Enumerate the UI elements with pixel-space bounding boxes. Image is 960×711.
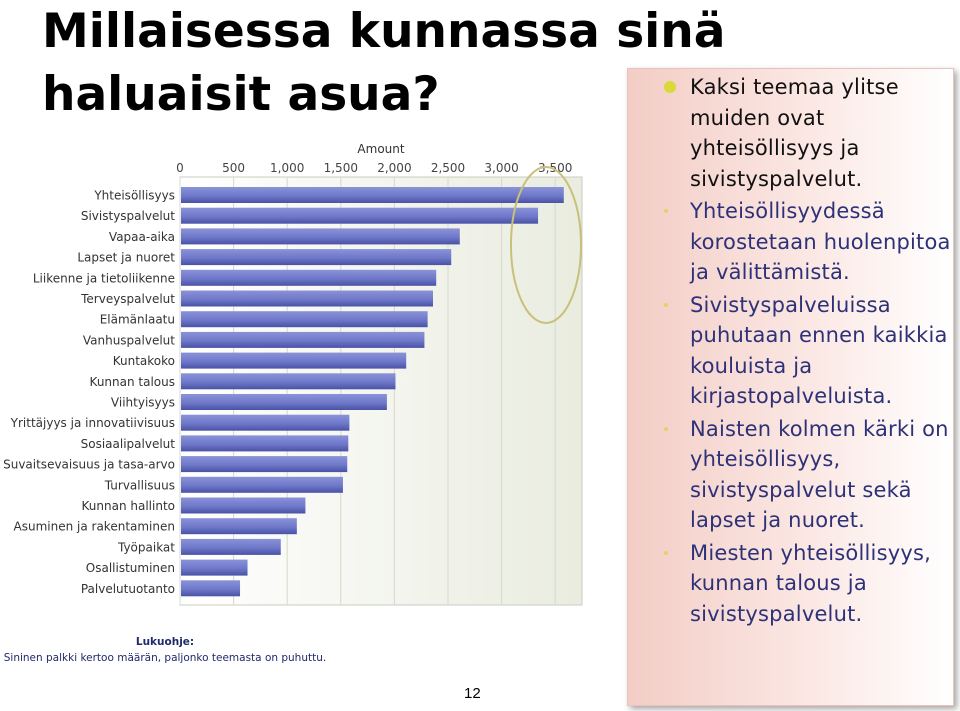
bar xyxy=(181,476,343,493)
bars xyxy=(181,187,564,597)
category-label: Elämänlaatu xyxy=(100,313,175,327)
x-tick-label: 3,000 xyxy=(484,161,518,175)
bar xyxy=(181,414,350,431)
summary-textbox: Kaksi teemaa ylitse muiden ovat yhteisöl… xyxy=(627,68,954,706)
bullet-item: Miesten yhteisöllisyys, kunnan talous ja… xyxy=(628,538,953,630)
category-label: Asuminen ja rakentaminen xyxy=(14,520,175,534)
x-tick-label: 3,500 xyxy=(538,161,572,175)
bullet-item: Yhteisöllisyydessä korostetaan huolenpit… xyxy=(628,196,953,288)
bar xyxy=(181,497,306,514)
bullet-icon xyxy=(664,81,676,93)
x-tick-labels: 0 500 1,000 1,500 2,000 2,500 3,000 3,500 xyxy=(176,161,572,175)
page-number: 12 xyxy=(464,685,481,702)
category-label: Palvelutuotanto xyxy=(81,582,175,596)
category-label: Vapaa-aika xyxy=(109,230,175,244)
bar xyxy=(181,331,425,348)
x-axis-label: Amount xyxy=(357,142,404,156)
bar xyxy=(181,580,241,597)
category-label: Sosiaalipalvelut xyxy=(81,437,176,451)
bullet-list: Kaksi teemaa ylitse muiden ovat yhteisöl… xyxy=(628,72,953,631)
bullet-text: Yhteisöllisyydessä korostetaan huolenpit… xyxy=(690,199,951,284)
reading-guide-heading: Lukuohje: xyxy=(135,636,195,648)
category-labels: Yhteisöllisyys Sivistyspalvelut Vapaa-aika… xyxy=(3,189,175,596)
slide-title: Millaisessa kunnassa sinä haluaisit asua… xyxy=(42,4,726,122)
category-label: Työpaikat xyxy=(117,540,175,554)
x-tick-label: 1,000 xyxy=(270,161,304,175)
bar-chart: Amount 0 500 1,000 1,500 2,000 2,500 3,000 3,50… xyxy=(0,135,600,615)
category-label: Liikenne ja tietoliikenne xyxy=(33,271,175,285)
bar xyxy=(181,373,396,390)
bullet-icon xyxy=(664,426,668,431)
x-tick-label: 0 xyxy=(176,161,184,175)
bar xyxy=(181,538,281,555)
reading-guide: Lukuohje: Sininen palkki kertoo määrän, … xyxy=(0,634,330,666)
bar xyxy=(181,269,437,286)
highlight-ellipse xyxy=(510,166,582,324)
x-tick-label: 500 xyxy=(222,161,245,175)
bar xyxy=(181,352,407,369)
bar xyxy=(181,249,452,266)
category-label: Vanhuspalvelut xyxy=(83,333,175,347)
bar xyxy=(181,228,460,245)
bar xyxy=(181,559,248,576)
bullet-item: Sivistyspalveluissa puhutaan ennen kaikk… xyxy=(628,290,953,412)
bullet-text: Miesten yhteisöllisyys, kunnan talous ja… xyxy=(690,540,931,626)
x-tick-label: 2,500 xyxy=(431,161,465,175)
category-label: Osallistuminen xyxy=(86,561,175,575)
bar xyxy=(181,456,348,473)
bullet-text: Naisten kolmen kärki on yhteisöllisyys, … xyxy=(690,416,949,533)
bullet-item: Naisten kolmen kärki on yhteisöllisyys, … xyxy=(628,414,953,536)
bar xyxy=(181,187,564,203)
category-label: Kunnan hallinto xyxy=(82,499,175,513)
bullet-icon xyxy=(664,209,668,213)
x-tick-label: 1,500 xyxy=(324,161,358,175)
bar xyxy=(181,435,349,452)
category-label: Viihtyisyys xyxy=(111,396,175,410)
bar xyxy=(181,207,539,224)
reading-guide-text: Sininen palkki kertoo määrän, paljonko t… xyxy=(3,652,327,664)
bullet-item: Kaksi teemaa ylitse muiden ovat yhteisöl… xyxy=(628,72,953,194)
bar xyxy=(181,394,387,410)
bullet-icon xyxy=(664,302,668,307)
category-label: Yrittäjyys ja innovatiivisuus xyxy=(10,416,175,430)
category-label: Yhteisöllisyys xyxy=(93,189,175,203)
category-label: Suvaitsevaisuus ja tasa-arvo xyxy=(3,458,175,472)
category-label: Turvallisuus xyxy=(104,478,175,492)
bullet-text: Kaksi teemaa ylitse muiden ovat yhteisöl… xyxy=(690,75,899,191)
category-label: Sivistyspalvelut xyxy=(81,209,175,223)
bullet-icon xyxy=(664,550,668,555)
x-tick-label: 2,000 xyxy=(377,161,411,175)
bar-chart-svg: Amount 0 500 1,000 1,500 2,000 2,500 3,000 3,50… xyxy=(3,142,583,606)
category-label: Kuntakoko xyxy=(113,354,175,368)
category-label: Terveyspalvelut xyxy=(80,292,175,306)
bar xyxy=(181,518,297,535)
category-label: Kunnan talous xyxy=(90,375,175,389)
category-label: Lapset ja nuoret xyxy=(77,251,175,265)
bar xyxy=(181,290,433,307)
bullet-text: Sivistyspalveluissa puhutaan ennen kaikk… xyxy=(690,292,948,409)
bar xyxy=(181,311,428,328)
